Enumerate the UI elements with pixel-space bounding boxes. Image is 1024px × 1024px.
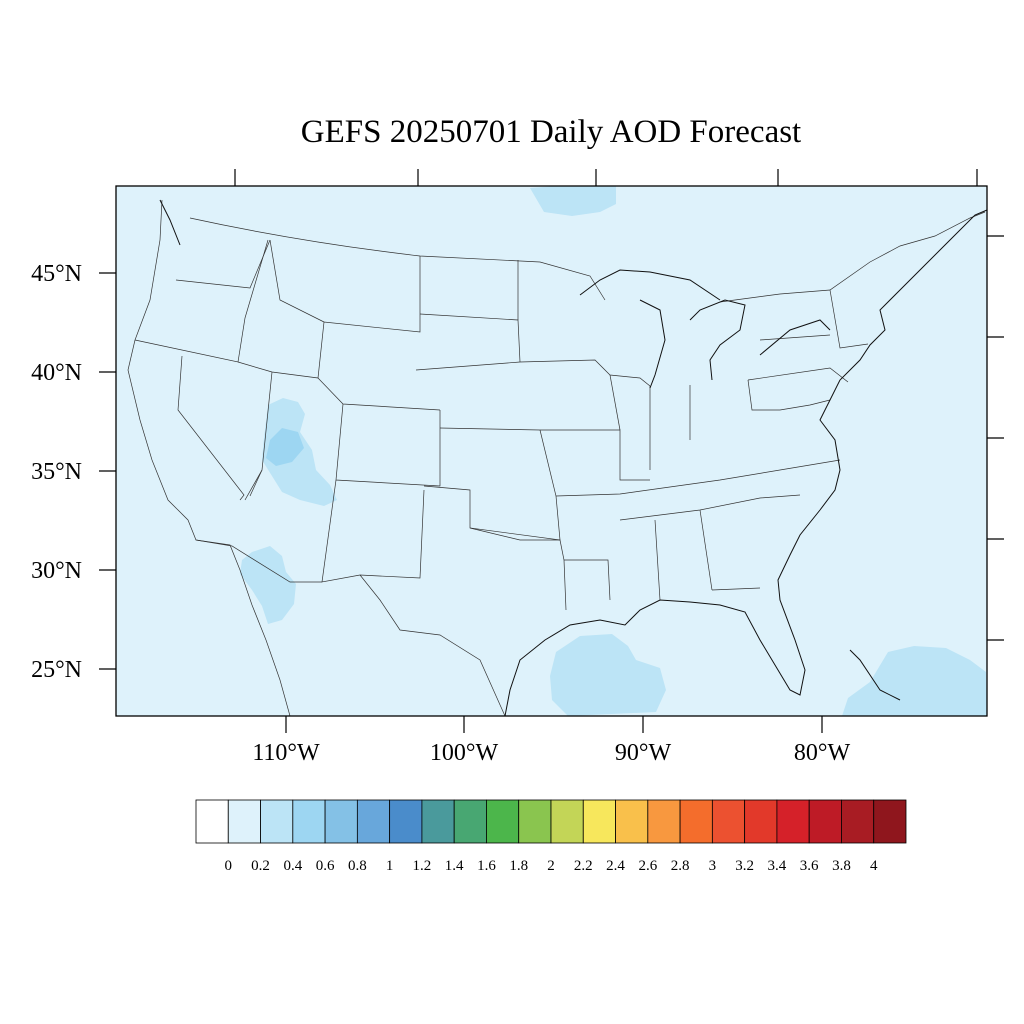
state-boundaries: [127, 199, 986, 717]
colorbar-swatch: [389, 799, 423, 844]
lat-label-45n: 45°N: [31, 261, 82, 287]
colorbar-label: 3.6: [800, 858, 819, 874]
colorbar-swatch: [615, 799, 649, 844]
colorbar-swatch: [421, 799, 455, 844]
colorbar: [195, 799, 907, 844]
map-title: GEFS 20250701 Daily AOD Forecast: [301, 114, 801, 150]
colorbar-swatch: [841, 799, 875, 844]
map-frame: [115, 185, 988, 717]
colorbar-label: 3.2: [735, 858, 754, 874]
lon-label-90w: 90°W: [615, 740, 672, 766]
top-ticks: [234, 169, 978, 186]
colorbar-swatch: [292, 799, 326, 844]
colorbar-swatch: [324, 799, 358, 844]
colorbar-label: 1.8: [509, 858, 528, 874]
colorbar-label: 1: [386, 858, 394, 874]
colorbar-label: 3.4: [768, 858, 787, 874]
colorbar-label: 3.8: [832, 858, 851, 874]
lon-label-100w: 100°W: [430, 740, 499, 766]
coastlines: [159, 199, 988, 717]
colorbar-swatch: [550, 799, 584, 844]
colorbar-swatch: [582, 799, 616, 844]
right-ticks: [987, 235, 1004, 641]
colorbar-swatch: [711, 799, 746, 844]
aod-patch-utah-core: [266, 428, 304, 466]
colorbar-swatch: [260, 799, 294, 844]
lat-label-25n: 25°N: [31, 657, 82, 683]
lat-label-35n: 35°N: [31, 459, 82, 485]
colorbar-swatch: [776, 799, 810, 844]
colorbar-swatch: [808, 799, 842, 844]
colorbar-swatch: [518, 799, 552, 844]
colorbar-label: 0.2: [251, 858, 270, 874]
colorbar-label: 1.6: [477, 858, 496, 874]
colorbar-swatch: [356, 799, 391, 844]
aod-patches: [240, 186, 987, 716]
aod-patch-southern-arizona: [240, 546, 296, 624]
colorbar-label: 3: [709, 858, 717, 874]
colorbar-swatch: [195, 799, 229, 844]
colorbar-label: 0.8: [348, 858, 367, 874]
colorbar-swatch: [679, 799, 713, 844]
colorbar-labels: 0 0.2 0.4 0.6 0.8 1 1.2 1.4 1.6 1.8 2 2.2 2.4 2.6 2.8 3…: [225, 858, 878, 874]
colorbar-label: 0.6: [316, 858, 335, 874]
colorbar-swatch: [744, 799, 778, 844]
lat-label-30n: 30°N: [31, 558, 82, 584]
aod-patch-lake-superior-north: [530, 186, 616, 216]
colorbar-label: 4: [870, 858, 878, 874]
bottom-ticks: [285, 716, 823, 733]
map-plot-area: 45°N 40°N 35°N 30°N 25°N 110°W 100°W 90°…: [31, 169, 1004, 766]
left-ticks: [99, 272, 116, 670]
colorbar-swatch: [873, 799, 907, 844]
colorbar-swatch: [227, 799, 261, 844]
aod-patch-bahamas: [842, 646, 987, 716]
colorbar-swatch: [647, 799, 681, 844]
colorbar-label: 2.2: [574, 858, 593, 874]
lon-label-110w: 110°W: [252, 740, 320, 766]
colorbar-label: 0: [225, 858, 233, 874]
lat-label-40n: 40°N: [31, 360, 82, 386]
colorbar-swatch: [453, 799, 487, 844]
colorbar-label: 2.6: [638, 858, 657, 874]
lon-label-80w: 80°W: [794, 740, 851, 766]
colorbar-label: 1.2: [413, 858, 432, 874]
colorbar-label: 0.4: [283, 858, 302, 874]
aod-patch-gulf: [550, 634, 666, 716]
colorbar-label: 2: [547, 858, 555, 874]
colorbar-label: 2.4: [606, 858, 625, 874]
colorbar-swatch: [486, 799, 520, 844]
colorbar-label: 2.8: [671, 858, 690, 874]
colorbar-label: 1.4: [445, 858, 464, 874]
